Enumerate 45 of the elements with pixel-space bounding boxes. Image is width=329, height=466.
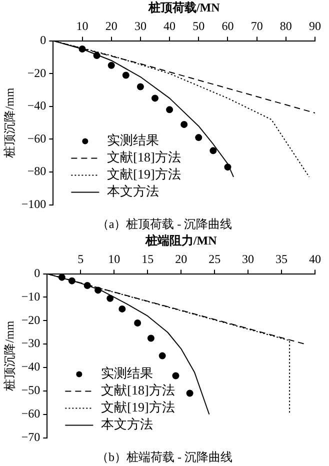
- y-tick-label: −60: [21, 406, 40, 421]
- y-tick-label: −80: [27, 164, 46, 178]
- y-tick-label: 0: [40, 32, 46, 47]
- x-tick-label: 5: [78, 252, 84, 266]
- x-tick-label: 90: [309, 18, 321, 33]
- x-tick-label: 35: [276, 252, 288, 266]
- x-tick-label: 10: [76, 18, 88, 33]
- x-axis-title: 桩端阻力/MN: [144, 233, 218, 248]
- y-tick-label: −20: [21, 312, 40, 327]
- y-tick-label: −60: [27, 131, 46, 146]
- legend-label: 文献[19]方法: [107, 166, 181, 182]
- y-axis-title: 桩顶沉降/mm: [2, 87, 16, 159]
- y-tick-label: −100: [21, 196, 46, 211]
- legend-label: 本文方法: [101, 416, 154, 432]
- x-tick-label: 25: [208, 252, 221, 266]
- x-tick-label: 10: [108, 252, 120, 266]
- x-tick-label: 30: [134, 18, 146, 33]
- x-tick-label: 20: [175, 252, 188, 266]
- y-tick-label: −40: [21, 360, 40, 374]
- y-tick-label: 0: [34, 266, 40, 280]
- legend-label: 本文方法: [107, 184, 160, 199]
- y-tick-label: −40: [27, 98, 46, 113]
- x-tick-label: 70: [250, 18, 263, 33]
- text: （b）桩端荷载 - 沉降曲线: [96, 449, 234, 466]
- legend-label: 文献[18]方法: [107, 150, 181, 165]
- legend-label: 实测结果: [107, 132, 160, 148]
- legend-label: 文献[18]方法: [101, 382, 175, 398]
- legend-label: 实测结果: [101, 366, 154, 381]
- text: （a）桩顶荷载 - 沉降曲线: [96, 216, 234, 233]
- x-axis-title: 桩顶荷载/MN: [147, 0, 220, 14]
- legend-label: 文献[19]方法: [101, 400, 175, 415]
- y-tick-label: −70: [21, 430, 40, 444]
- x-tick-label: 20: [105, 18, 118, 33]
- x-tick-label: 40: [309, 252, 321, 266]
- x-tick-label: 15: [142, 252, 154, 266]
- y-tick-label: −50: [21, 383, 40, 398]
- x-tick-label: 50: [192, 18, 205, 33]
- y-tick-label: −20: [27, 66, 46, 80]
- x-tick-label: 80: [280, 18, 292, 33]
- y-axis-title: 桩顶沉降/mm: [2, 320, 16, 392]
- x-tick-label: 40: [164, 18, 176, 33]
- x-tick-label: 60: [222, 18, 234, 33]
- x-tick-label: 30: [242, 252, 254, 266]
- y-tick-label: −10: [21, 289, 40, 304]
- y-tick-label: −30: [21, 336, 40, 350]
